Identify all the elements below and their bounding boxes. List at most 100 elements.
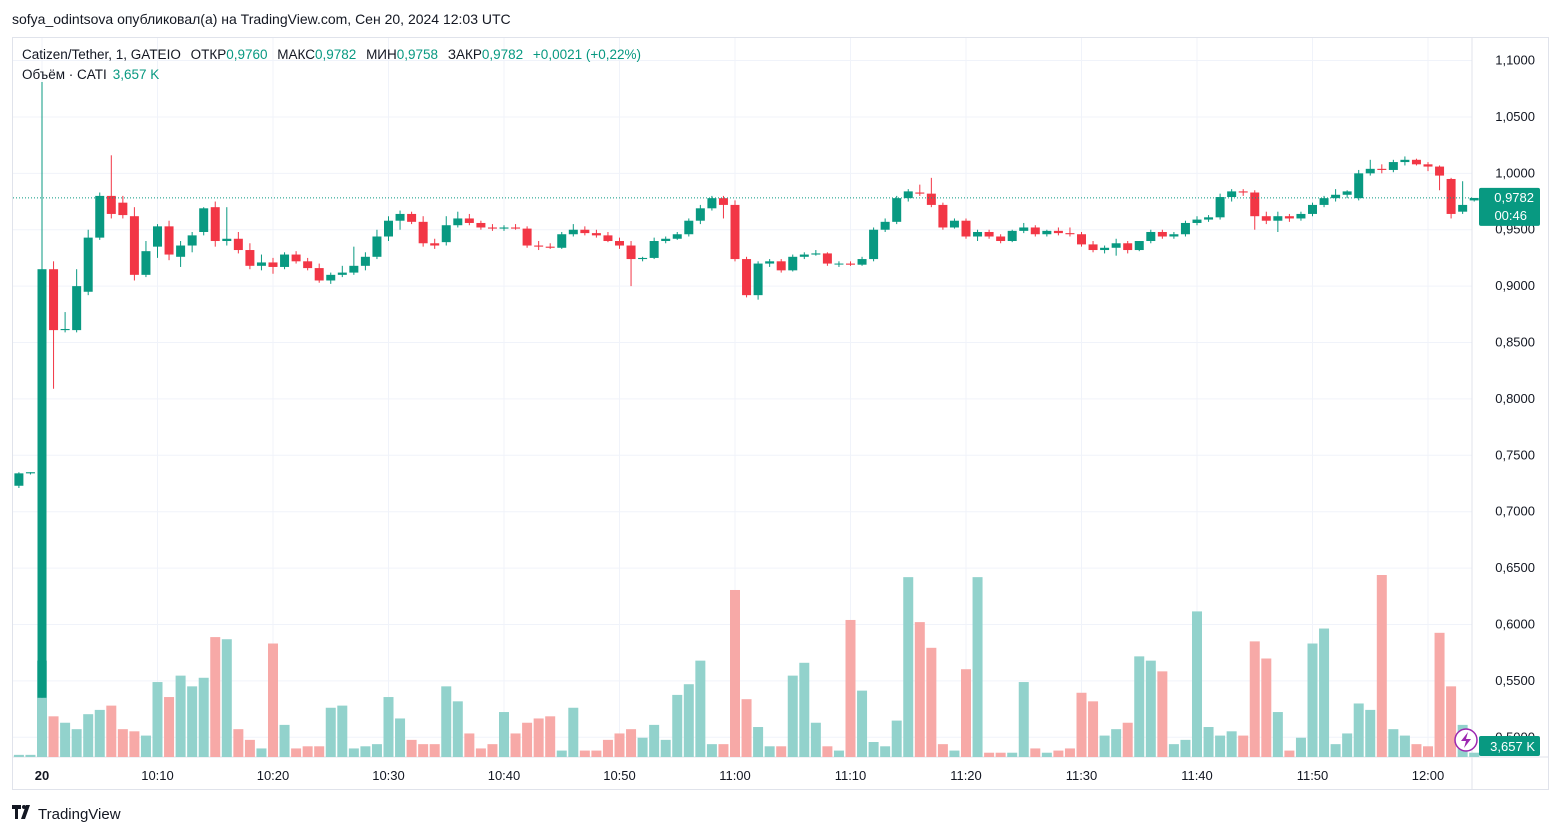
candle-body (949, 220, 959, 228)
volume-bar (1099, 735, 1110, 757)
low-value: 0,9758 (396, 47, 439, 62)
volume-bar (13, 754, 24, 757)
volume-bar (1330, 744, 1341, 757)
candle-body (1458, 204, 1468, 212)
volume-bar (452, 701, 463, 757)
x-tick-label: 10:50 (603, 768, 636, 783)
volume-bar (1342, 733, 1353, 757)
volume-bar (37, 660, 47, 757)
volume-bar (244, 739, 255, 757)
candle-body (326, 274, 336, 281)
volume-bar (1226, 731, 1237, 757)
candle-body (1227, 191, 1237, 198)
price-tag-value: 0,9782 (1494, 190, 1534, 205)
change-value: +0,0021 (+0,22%) (532, 47, 642, 62)
candle-body (199, 208, 209, 232)
volume-bar (383, 697, 394, 757)
candle-body (799, 254, 809, 257)
candle-body (1088, 244, 1098, 251)
close-value: 0,9782 (481, 47, 524, 62)
volume-bar (499, 712, 509, 757)
candle-body (1284, 216, 1294, 219)
volume-bar (706, 744, 717, 757)
candle-body (441, 225, 451, 243)
candle-body (164, 226, 174, 255)
volume-bar (857, 690, 868, 757)
volume-bar (937, 744, 948, 757)
y-tick-label: 0,8500 (1495, 335, 1535, 350)
lightning-bolt-icon (1461, 732, 1471, 748)
x-tick-label: 11:40 (1181, 768, 1213, 783)
volume-bar (1295, 737, 1306, 757)
x-tick-label: 11:00 (719, 768, 751, 783)
candle-body (1435, 166, 1445, 176)
volume-bar (175, 675, 186, 757)
candle-body (314, 268, 324, 281)
volume-bar (1168, 744, 1179, 757)
volume-bar (48, 716, 59, 757)
volume-bar (1446, 686, 1457, 757)
volume-bar (83, 714, 94, 757)
close-label: ЗАКР (447, 47, 482, 62)
x-tick-label: 10:30 (372, 768, 405, 783)
open-label: ОТКР (190, 47, 227, 62)
volume-bar (140, 735, 151, 757)
candle-body (83, 237, 93, 292)
volume-label[interactable]: Объём · CATI (22, 67, 107, 82)
y-tick-label: 1,0500 (1495, 109, 1535, 124)
ohlc-row: Catizen/Tether, 1, GATEIO ОТКР0,9760 МАК… (22, 45, 641, 65)
y-tick-label: 0,7500 (1495, 447, 1535, 462)
volume-bar (822, 746, 833, 757)
candle-body (603, 235, 613, 242)
candle-body (1065, 233, 1075, 235)
volume-bar (371, 744, 382, 757)
x-tick-label: 12:00 (1412, 768, 1445, 783)
volume-bar (429, 744, 440, 757)
candle-body (1377, 168, 1387, 170)
candle-body (1077, 234, 1086, 245)
volume-bar (348, 748, 359, 757)
candle-body (476, 222, 486, 228)
volume-bar (545, 716, 556, 757)
candle-body (280, 254, 290, 267)
volume-bar (1388, 729, 1399, 757)
x-tick-label: 10:40 (488, 768, 521, 783)
candle-body (395, 213, 405, 221)
volume-bar (1365, 709, 1376, 757)
volume-bar (1249, 641, 1260, 757)
candle-body (545, 246, 555, 248)
candle-body (430, 243, 440, 246)
candle-body (1157, 231, 1167, 237)
x-tick-label: 10:20 (257, 768, 290, 783)
volume-bar (730, 589, 740, 757)
candle-body (487, 227, 497, 229)
candle-body (118, 202, 128, 216)
candle-body (938, 204, 948, 228)
volume-bar (1076, 692, 1087, 757)
volume-bar (972, 577, 983, 757)
y-tick-label: 1,1000 (1495, 53, 1535, 68)
candle-body (591, 233, 601, 236)
symbol-title[interactable]: Catizen/Tether, 1, GATEIO (22, 47, 181, 62)
volume-bar (718, 744, 729, 757)
volume-bar (395, 718, 406, 757)
candle-body (1030, 227, 1040, 235)
candle-body (1146, 231, 1156, 242)
volume-bar (799, 662, 810, 757)
volume-bar (995, 752, 1006, 757)
publish-caption: sofya_odintsova опубликовал(а) на Tradin… (12, 11, 511, 27)
candle-body (1192, 219, 1202, 223)
candle-body (672, 234, 682, 239)
candle-body (522, 228, 532, 246)
candle-body (1169, 234, 1179, 237)
candle-body (718, 198, 728, 205)
volume-bar (360, 746, 371, 757)
candle-body (984, 231, 994, 237)
volume-bar (129, 731, 140, 757)
volume-bar (880, 746, 891, 757)
volume-bar (1284, 750, 1295, 757)
candle-body (730, 204, 740, 260)
volume-bar (568, 707, 579, 757)
candle-body (60, 328, 70, 331)
